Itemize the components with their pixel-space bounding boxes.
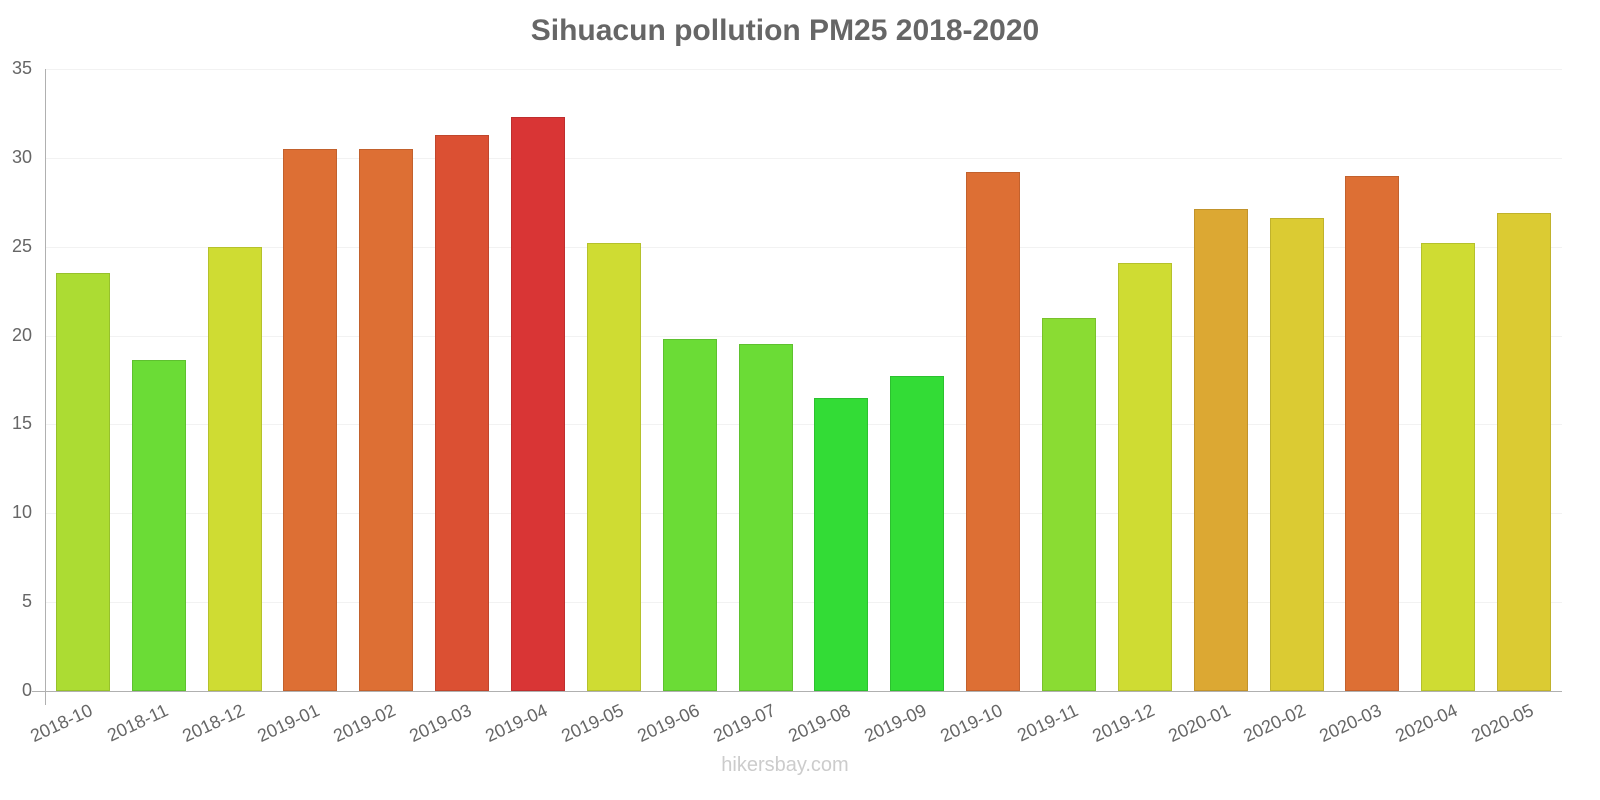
gridline [45,69,1562,70]
bar-2018-12[interactable] [207,246,262,691]
plot-area [45,69,1562,692]
gridline [45,246,1562,248]
x-tick-label: 2020-01 [1164,700,1234,747]
bar-2019-06[interactable] [662,339,717,691]
y-tick-label: 15 [11,413,32,434]
x-tick-label: 2019-11 [1014,700,1082,746]
x-tick-label: 2020-04 [1392,700,1461,747]
bar-2019-10[interactable] [966,172,1021,691]
bar-2019-08[interactable] [814,397,869,691]
x-tick-label: 2019-12 [1088,700,1158,747]
x-tick-label: 2019-08 [785,700,854,747]
x-tick-label: 2019-09 [861,700,930,747]
x-tick-label: 2020-02 [1240,700,1309,747]
bar-2019-03[interactable] [435,134,490,691]
y-tick-label: 20 [11,324,32,345]
watermark: hikersbay.com [721,754,849,776]
y-axis-line [45,69,46,705]
y-tick-label: 0 [21,680,32,700]
x-tick-label: 2019-04 [482,700,551,747]
x-tick-label: 2020-05 [1468,700,1537,747]
x-tick-label: 2019-03 [406,700,475,747]
bar-2019-12[interactable] [1117,262,1172,691]
y-tick-label: 5 [21,591,32,612]
y-tick-label: 25 [11,235,32,256]
bar-2019-05[interactable] [586,243,641,691]
bar-2018-11[interactable] [131,360,186,691]
bar-2019-11[interactable] [1041,317,1096,691]
y-tick-label: 35 [11,58,32,78]
x-tick-label: 2018-10 [27,700,96,747]
x-tick-label: 2019-07 [709,700,779,747]
x-tick-label: 2018-11 [104,700,172,746]
bar-2019-07[interactable] [738,344,793,691]
x-tick-label: 2019-01 [254,700,323,747]
bar-2019-04[interactable] [511,116,566,691]
chart-title: Sihuacun pollution PM25 2018-2020 [530,14,1040,47]
bar-2020-02[interactable] [1269,218,1324,691]
y-tick-label: 30 [11,146,32,167]
gridline [45,424,1562,426]
x-tick-label: 2020-03 [1316,700,1385,747]
y-tick-label: 10 [11,502,32,523]
bar-2020-05[interactable] [1497,212,1552,691]
bar-2019-02[interactable] [359,148,414,691]
x-axis-line [32,691,1562,692]
bar-2019-01[interactable] [283,148,338,691]
x-tick-label: 2019-10 [937,700,1006,747]
x-tick-label: 2019-05 [558,700,627,747]
gridline [45,157,1562,159]
bar-2019-09[interactable] [890,376,945,691]
gridline [45,335,1562,337]
gridline [45,602,1562,604]
bar-2020-04[interactable] [1421,243,1476,691]
gridline [45,513,1562,515]
x-tick-label: 2019-06 [633,700,703,747]
bar-2020-01[interactable] [1193,209,1248,691]
x-tick-label: 2018-12 [178,700,248,747]
bar-2020-03[interactable] [1345,175,1400,691]
x-tick-label: 2019-02 [330,700,399,747]
bar-2018-10[interactable] [55,273,110,691]
